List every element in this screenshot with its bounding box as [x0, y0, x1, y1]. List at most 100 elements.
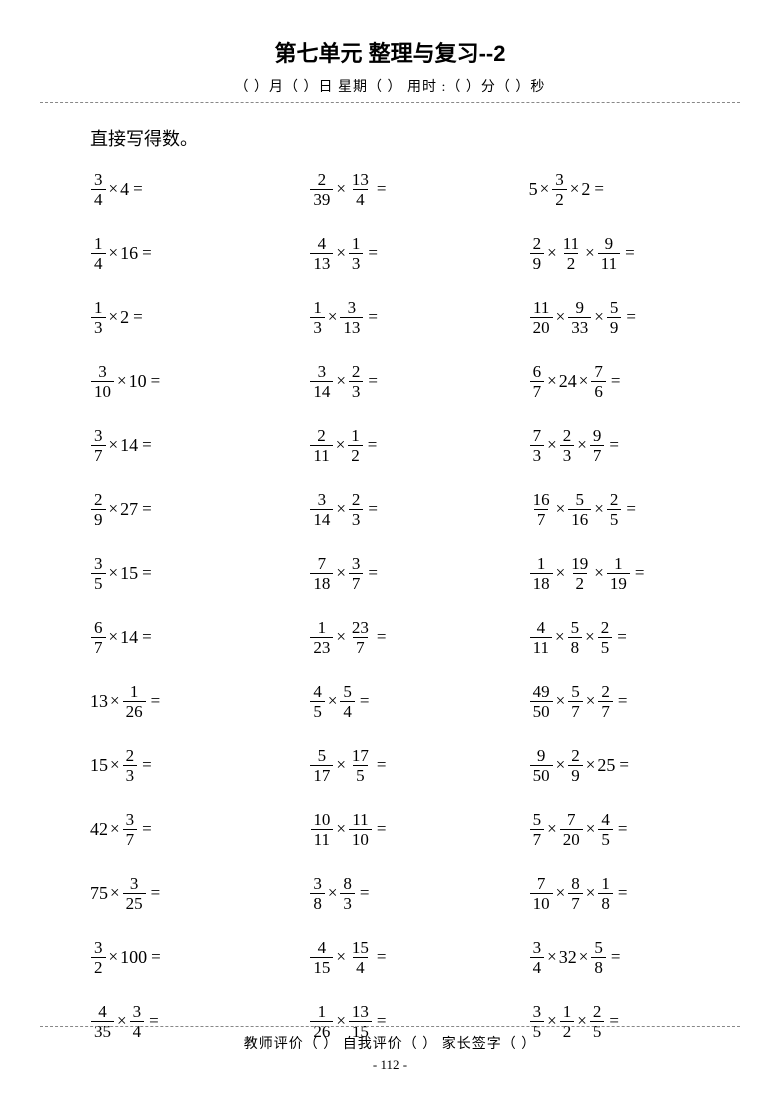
numerator: 2	[349, 363, 364, 381]
mult-sign: ×	[579, 947, 589, 967]
numerator: 5	[568, 683, 583, 701]
fraction: 37	[91, 427, 106, 464]
mult-sign: ×	[556, 499, 566, 519]
denominator: 50	[530, 701, 553, 720]
problem-cell: 413×13=	[309, 227, 520, 279]
problem-cell: 239×134=	[309, 163, 520, 215]
denominator: 7	[534, 509, 549, 528]
denominator: 8	[568, 637, 583, 656]
problem-cell: 73×23×97=	[529, 419, 740, 471]
numerator: 2	[123, 747, 138, 765]
denominator: 5	[353, 765, 368, 784]
denominator: 23	[310, 637, 333, 656]
whole-number: 4	[120, 179, 129, 200]
denominator: 4	[91, 189, 106, 208]
fraction: 239	[310, 171, 333, 208]
whole-number: 2	[581, 179, 590, 200]
problem-cell: 14×16=	[90, 227, 301, 279]
denominator: 2	[348, 445, 363, 464]
mult-sign: ×	[336, 243, 346, 263]
mult-sign: ×	[594, 563, 604, 583]
fraction: 950	[530, 747, 553, 784]
fraction: 12	[348, 427, 363, 464]
problem-cell: 38×83=	[309, 867, 520, 919]
mult-sign: ×	[328, 691, 338, 711]
numerator: 15	[349, 939, 372, 957]
numerator: 1	[127, 683, 142, 701]
fraction: 57	[530, 811, 545, 848]
denominator: 7	[349, 573, 364, 592]
fraction: 35	[91, 555, 106, 592]
fraction: 38	[310, 875, 325, 912]
fraction: 97	[590, 427, 605, 464]
mult-sign: ×	[577, 435, 587, 455]
denominator: 7	[530, 829, 545, 848]
equals-sign: =	[368, 435, 378, 455]
mult-sign: ×	[336, 947, 346, 967]
fraction: 1120	[530, 299, 553, 336]
denominator: 11	[310, 445, 332, 464]
mult-sign: ×	[585, 243, 595, 263]
equals-sign: =	[360, 691, 370, 711]
fraction: 211	[310, 427, 332, 464]
equals-sign: =	[625, 243, 635, 263]
fraction: 119	[607, 555, 630, 592]
instruction-text: 直接写得数。	[90, 125, 780, 151]
mult-sign: ×	[594, 499, 604, 519]
fraction: 59	[607, 299, 622, 336]
problem-cell: 45×54=	[309, 675, 520, 727]
denominator: 11	[311, 829, 333, 848]
numerator: 16	[530, 491, 553, 509]
denominator: 7	[353, 637, 368, 656]
problem-cell: 1120×933×59=	[529, 291, 740, 343]
numerator: 11	[560, 235, 582, 253]
fraction: 87	[568, 875, 583, 912]
denominator: 8	[310, 893, 325, 912]
fraction: 76	[591, 363, 606, 400]
mult-sign: ×	[110, 883, 120, 903]
problem-cell: 5×32×2=	[529, 163, 740, 215]
problem-cell: 75×325=	[90, 867, 301, 919]
mult-sign: ×	[336, 563, 346, 583]
equals-sign: =	[142, 627, 152, 647]
numerator: 5	[568, 619, 583, 637]
numerator: 3	[345, 299, 360, 317]
whole-number: 16	[120, 243, 138, 264]
fraction: 54	[340, 683, 355, 720]
problem-cell: 37×14=	[90, 419, 301, 471]
fraction: 933	[568, 299, 591, 336]
numerator: 3	[91, 555, 106, 573]
equals-sign: =	[133, 179, 143, 199]
numerator: 1	[560, 1003, 575, 1021]
numerator: 3	[315, 363, 330, 381]
denominator: 5	[598, 637, 613, 656]
numerator: 9	[534, 747, 549, 765]
problem-cell: 13×126=	[90, 675, 301, 727]
equals-sign: =	[151, 371, 161, 391]
denominator: 3	[91, 317, 106, 336]
numerator: 4	[315, 235, 330, 253]
numerator: 1	[315, 1003, 330, 1021]
whole-number: 27	[120, 499, 138, 520]
fraction: 517	[310, 747, 333, 784]
whole-number: 24	[559, 371, 577, 392]
denominator: 8	[591, 957, 606, 976]
numerator: 5	[315, 747, 330, 765]
equals-sign: =	[619, 755, 629, 775]
mult-sign: ×	[336, 371, 346, 391]
numerator: 23	[349, 619, 372, 637]
problem-cell: 29×27=	[90, 483, 301, 535]
equals-sign: =	[142, 563, 152, 583]
fraction: 718	[310, 555, 333, 592]
denominator: 5	[598, 829, 613, 848]
mult-sign: ×	[110, 819, 120, 839]
denominator: 16	[568, 509, 591, 528]
fraction: 27	[598, 683, 613, 720]
page-number: - 112 -	[0, 1057, 780, 1073]
denominator: 7	[568, 893, 583, 912]
whole-number: 14	[120, 435, 138, 456]
equals-sign: =	[151, 947, 161, 967]
fraction: 13	[310, 299, 325, 336]
denominator: 2	[552, 189, 567, 208]
mult-sign: ×	[586, 691, 596, 711]
